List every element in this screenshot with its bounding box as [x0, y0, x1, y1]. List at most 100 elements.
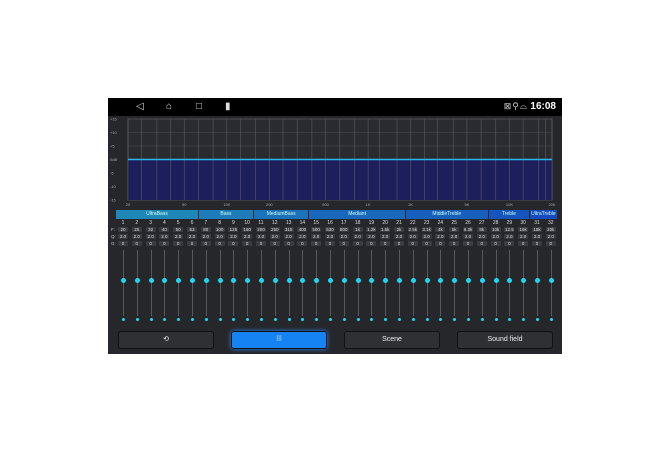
band-frequency[interactable]: 25 [131, 227, 142, 232]
band-slider-knob[interactable] [397, 278, 402, 283]
band-slider-knob[interactable] [314, 278, 320, 283]
band-gain[interactable]: 0 [173, 241, 184, 246]
band-slider-knob[interactable] [507, 278, 513, 283]
band-slider-knob[interactable] [479, 278, 485, 283]
band-frequency[interactable]: 100 [214, 227, 225, 232]
band-gain[interactable]: 0 [366, 241, 377, 246]
band-slider-track[interactable] [537, 250, 538, 316]
band-slider-track[interactable] [330, 250, 331, 316]
band-q[interactable]: 2.0 [476, 234, 487, 239]
band-group-header[interactable]: Bass [198, 210, 254, 219]
band-gain[interactable]: 0 [118, 241, 128, 246]
band-q[interactable]: 2.0 [242, 234, 253, 239]
band-frequency[interactable]: 20 [118, 227, 128, 232]
band-slider-track[interactable] [454, 250, 456, 316]
band-frequency[interactable]: 315 [283, 227, 294, 232]
band-gain[interactable]: 0 [518, 241, 529, 246]
band-q[interactable]: 2.0 [490, 234, 501, 239]
band-frequency[interactable]: 500 [311, 227, 322, 232]
band-slider-knob[interactable] [245, 278, 251, 283]
band-frequency[interactable]: 200 [256, 227, 266, 232]
band-slider-knob[interactable] [272, 278, 278, 283]
band-frequency[interactable]: 2k [394, 227, 404, 232]
band-slider-track[interactable] [205, 250, 207, 316]
band-slider-track[interactable] [316, 250, 318, 316]
band-gain[interactable]: 0 [269, 241, 280, 246]
band-frequency[interactable]: 2.5k [407, 227, 418, 232]
band-slider-knob[interactable] [203, 278, 209, 283]
band-frequency[interactable]: 5k [449, 227, 460, 232]
band-gain[interactable]: 0 [131, 241, 142, 246]
band-frequency[interactable]: 1.6k [380, 227, 391, 232]
band-q[interactable]: 2.0 [269, 234, 280, 239]
band-slider-knob[interactable] [383, 278, 389, 283]
band-frequency[interactable]: 1.2k [366, 227, 377, 232]
band-slider-knob[interactable] [134, 278, 140, 283]
band-gain[interactable]: 0 [187, 241, 197, 246]
band-q[interactable]: 2.0 [214, 234, 225, 239]
band-slider-track[interactable] [288, 250, 290, 316]
band-slider-knob[interactable] [521, 278, 527, 283]
band-slider-knob[interactable] [355, 278, 361, 283]
band-q[interactable]: 2.0 [394, 234, 404, 239]
band-gain[interactable]: 0 [435, 241, 446, 246]
band-q[interactable]: 2.0 [352, 234, 363, 239]
band-gain[interactable]: 0 [297, 241, 308, 246]
band-gain[interactable]: 0 [200, 241, 211, 246]
band-group-header[interactable]: MiddleTreble [405, 210, 488, 219]
band-slider-knob[interactable] [535, 278, 540, 283]
band-gain[interactable]: 0 [228, 241, 239, 246]
band-frequency[interactable]: 80 [200, 227, 211, 232]
band-slider-knob[interactable] [438, 278, 444, 283]
band-gain[interactable]: 0 [214, 241, 225, 246]
band-slider-knob[interactable] [162, 278, 168, 283]
band-group-header[interactable]: MediumBass [254, 210, 309, 219]
band-frequency[interactable]: 63 [187, 227, 197, 232]
band-slider-track[interactable] [371, 250, 373, 316]
band-frequency[interactable]: 40 [159, 227, 170, 232]
band-slider-track[interactable] [495, 250, 497, 316]
band-slider-track[interactable] [412, 250, 414, 316]
band-gain[interactable]: 0 [242, 241, 253, 246]
band-gain[interactable]: 0 [159, 241, 170, 246]
band-group-header[interactable]: Treble [488, 210, 530, 219]
band-frequency[interactable]: 16k [518, 227, 529, 232]
band-q[interactable]: 2.0 [366, 234, 377, 239]
band-slider-track[interactable] [440, 250, 442, 316]
band-q[interactable]: 2.0 [407, 234, 418, 239]
band-gain[interactable]: 0 [256, 241, 266, 246]
band-q[interactable]: 2.0 [187, 234, 197, 239]
band-slider-track[interactable] [399, 250, 400, 316]
band-q[interactable]: 2.0 [463, 234, 473, 239]
band-gain[interactable]: 0 [463, 241, 473, 246]
band-slider-track[interactable] [219, 250, 221, 316]
band-frequency[interactable]: 4k [435, 227, 446, 232]
band-q[interactable]: 2.0 [200, 234, 211, 239]
band-gain[interactable]: 0 [352, 241, 363, 246]
band-slider-knob[interactable] [466, 278, 471, 283]
band-gain[interactable]: 0 [380, 241, 391, 246]
band-gain[interactable]: 0 [407, 241, 418, 246]
band-gain[interactable]: 0 [145, 241, 156, 246]
band-gain[interactable]: 0 [449, 241, 460, 246]
band-slider-track[interactable] [150, 250, 152, 316]
equalizer-button[interactable]: ⫶⫶⫶ [231, 331, 327, 349]
band-slider-track[interactable] [509, 250, 511, 316]
band-q[interactable]: 2.0 [159, 234, 170, 239]
band-q[interactable]: 2.0 [325, 234, 335, 239]
band-gain[interactable]: 0 [476, 241, 487, 246]
sound-field-button[interactable]: Sound field [457, 331, 553, 349]
band-group-header[interactable]: Mediant [309, 210, 405, 219]
band-gain[interactable]: 0 [283, 241, 294, 246]
band-gain[interactable]: 0 [545, 241, 556, 246]
band-q[interactable]: 2.0 [518, 234, 529, 239]
band-frequency[interactable]: 1k [352, 227, 363, 232]
band-slider-knob[interactable] [148, 278, 154, 283]
scene-button[interactable]: Scene [344, 331, 440, 349]
band-slider-track[interactable] [481, 250, 483, 316]
band-frequency[interactable]: 32 [145, 227, 156, 232]
band-gain[interactable]: 0 [421, 241, 432, 246]
band-gain[interactable]: 0 [338, 241, 349, 246]
band-slider-track[interactable] [343, 250, 345, 316]
band-gain[interactable]: 0 [394, 241, 404, 246]
